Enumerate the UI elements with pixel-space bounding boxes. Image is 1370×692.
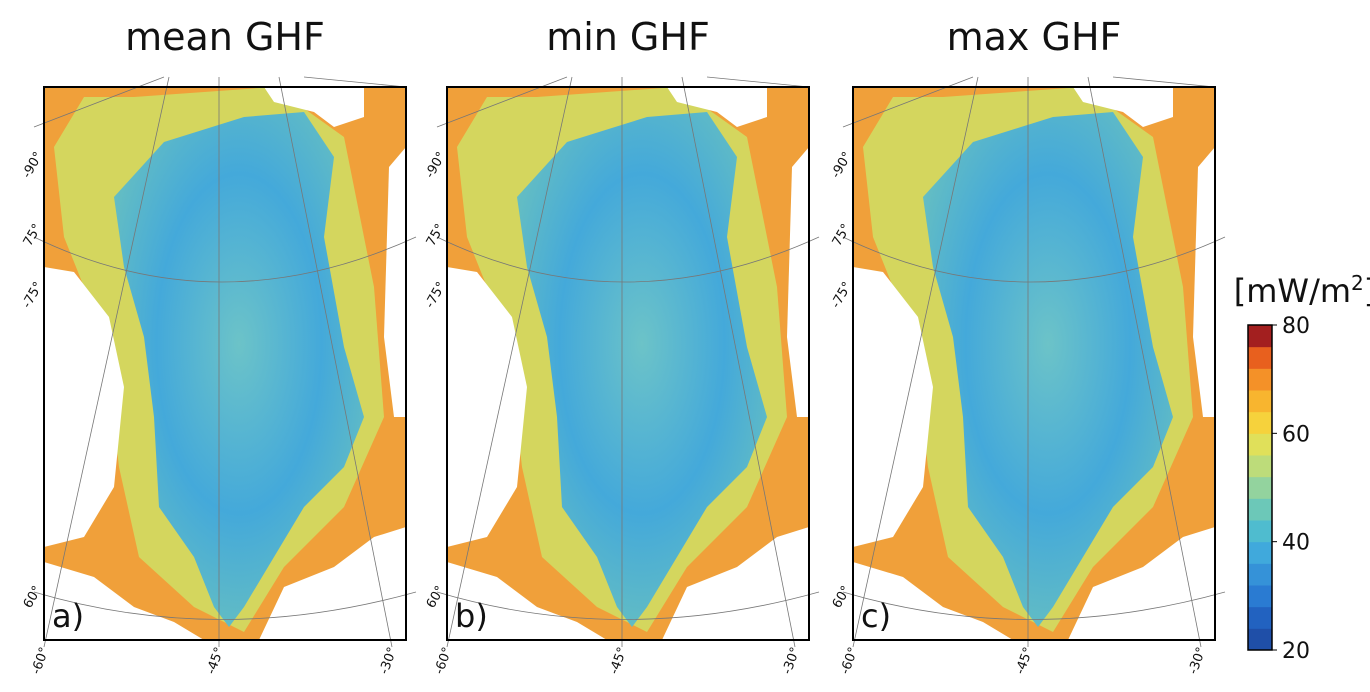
colorbar-step (1248, 325, 1272, 348)
lon-label: -30° (1186, 645, 1210, 676)
meridian (842, 76, 974, 128)
lon-label: -60° (432, 645, 456, 676)
ocean-mask (259, 527, 406, 640)
parallel (436, 236, 820, 283)
ocean-mask (853, 267, 933, 547)
ocean-mask (662, 527, 809, 640)
colorbar-frame (1247, 324, 1273, 651)
meridian (1112, 76, 1216, 88)
lon-label: -45° (607, 645, 631, 676)
meridian (1087, 76, 1202, 648)
lat-label: 75° (424, 222, 449, 249)
colorbar-step (1248, 390, 1272, 413)
lat-label: -90° (829, 149, 856, 181)
meridian (278, 76, 393, 648)
lat-label: 75° (830, 222, 855, 249)
ocean-mask (667, 87, 767, 127)
colorbar-step (1248, 563, 1272, 586)
colorbar-unit: [mW/m2] (1234, 271, 1370, 310)
ocean-mask (447, 267, 527, 547)
lon-label: -45° (1013, 645, 1037, 676)
ocean-mask (787, 147, 809, 417)
map-frame (446, 86, 810, 641)
ocean-mask (44, 267, 124, 547)
unit-end: ] (1364, 272, 1370, 310)
colorbar-step (1248, 585, 1272, 608)
colorbar-step (1248, 346, 1272, 369)
unit-text: [mW/m (1234, 272, 1351, 310)
map: c) -90° 75° -75° 60° -60° -45° -30° (829, 76, 1226, 676)
lat-label: -90° (20, 149, 47, 181)
ocean-mask (1073, 87, 1173, 127)
colorbar-step (1248, 368, 1272, 391)
parallel (33, 236, 417, 283)
parallel (842, 236, 1226, 283)
panel-title: min GHF (546, 15, 710, 59)
panel-label: b) (455, 597, 488, 635)
parallel (33, 591, 417, 620)
panel-label: a) (52, 597, 84, 635)
colorbar-step (1248, 455, 1272, 478)
map: a) -90° 75° -75° 60° -60° -45° -30° (20, 76, 417, 676)
colorbar-step (1248, 498, 1272, 521)
lat-label: -75° (20, 279, 47, 311)
colorbar-step (1248, 433, 1272, 456)
lat-label: 75° (21, 222, 46, 249)
meridian (446, 76, 573, 648)
parallel (436, 591, 820, 620)
lon-label: -30° (377, 645, 401, 676)
meridian (43, 76, 170, 648)
ocean-mask (1193, 147, 1215, 417)
meridian (681, 76, 796, 648)
ice-sheet (923, 112, 1173, 627)
lat-label: -90° (423, 149, 450, 181)
lat-label: -75° (423, 279, 450, 311)
parallel (842, 591, 1226, 620)
lon-label: -30° (780, 645, 804, 676)
colorbar-step (1248, 541, 1272, 564)
ice-sheet (114, 112, 364, 627)
colorbar-step (1248, 476, 1272, 499)
ocean-mask (384, 147, 406, 417)
lon-label: -60° (838, 645, 862, 676)
meridian (303, 76, 407, 88)
unit-sup: 2 (1351, 271, 1364, 295)
ice-sheet (517, 112, 767, 627)
meridian (33, 76, 165, 128)
colorbar-step (1248, 606, 1272, 629)
map-frame (852, 86, 1216, 641)
panel-label: c) (861, 597, 891, 635)
colorbar-step (1248, 520, 1272, 543)
meridian (436, 76, 568, 128)
colorbar-tick-label: 60 (1282, 422, 1310, 447)
map: b) -90° 75° -75° 60° -60° -45° -30° (423, 76, 820, 676)
ocean-mask (1068, 527, 1215, 640)
colorbar-tick-label: 20 (1282, 639, 1310, 664)
ocean-mask (447, 562, 607, 640)
lat-label: 60° (424, 584, 449, 611)
meridian (706, 76, 810, 88)
colorbar-tick-label: 80 (1282, 314, 1310, 339)
panel-title: mean GHF (125, 15, 325, 59)
lon-label: -60° (29, 645, 53, 676)
lat-label: 60° (830, 584, 855, 611)
colorbar-step (1248, 628, 1272, 651)
map-frame (43, 86, 407, 641)
ocean-mask (44, 562, 204, 640)
colorbar-step (1248, 411, 1272, 434)
meridian (852, 76, 979, 648)
lon-label: -45° (204, 645, 228, 676)
panel-title: max GHF (947, 15, 1122, 59)
ocean-mask (264, 87, 364, 127)
colorbar-tick-label: 40 (1282, 531, 1310, 556)
lat-label: -75° (829, 279, 856, 311)
ocean-mask (853, 562, 1013, 640)
lat-label: 60° (21, 584, 46, 611)
